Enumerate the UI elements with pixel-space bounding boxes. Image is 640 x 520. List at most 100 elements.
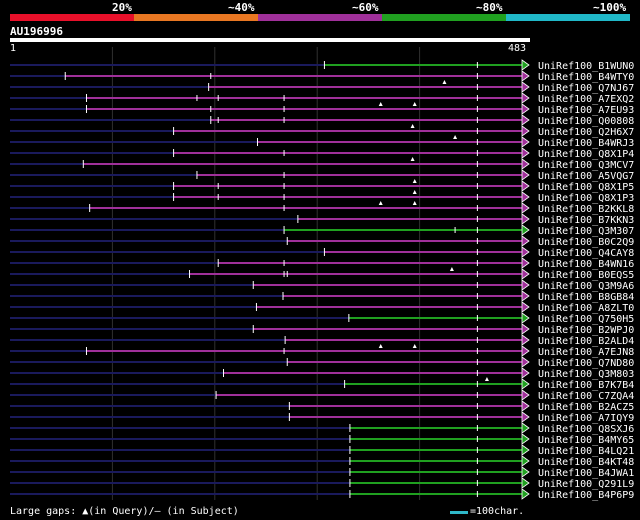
hit-label: UniRef100_B2ACZ5 xyxy=(538,402,634,413)
identity-scale-orange xyxy=(134,14,258,21)
hit-end-arrow xyxy=(521,378,530,390)
hit-label: UniRef100_A7EXQ2 xyxy=(538,94,634,105)
hit-label: UniRef100_B8GB84 xyxy=(538,292,634,303)
hit-end-arrow xyxy=(521,422,530,434)
scale-label: =100char. xyxy=(470,506,525,517)
hit-end-arrow xyxy=(521,290,530,302)
query-gap-marker xyxy=(410,124,415,128)
hit-label: UniRef100_Q7NJ67 xyxy=(538,83,634,94)
hit-label: UniRef100_Q291L9 xyxy=(538,479,634,490)
hit-label: UniRef100_B7KKN3 xyxy=(538,215,634,226)
hit-end-arrow xyxy=(521,411,530,423)
hit-end-arrow xyxy=(521,103,530,115)
gap-legend: Large gaps: ▲(in Query)/– (in Subject) xyxy=(10,506,239,517)
hit-end-arrow xyxy=(521,169,530,181)
query-gap-marker xyxy=(412,344,417,348)
query-start-label: 1 xyxy=(10,43,17,54)
hit-label: UniRef100_B4MY65 xyxy=(538,435,634,446)
identity-scale-cyan xyxy=(506,14,630,21)
scale-bar xyxy=(450,511,468,514)
hit-label: UniRef100_A5VQG7 xyxy=(538,171,634,182)
hit-end-arrow xyxy=(521,246,530,258)
hit-end-arrow xyxy=(521,345,530,357)
hit-label: UniRef100_B4LQ21 xyxy=(538,446,634,457)
hit-label: UniRef100_B2KKL8 xyxy=(538,204,634,215)
hit-label: UniRef100_Q3MCV7 xyxy=(538,160,634,171)
hit-end-arrow xyxy=(521,466,530,478)
hit-label: UniRef100_B2ALD4 xyxy=(538,336,634,347)
hit-end-arrow xyxy=(521,312,530,324)
threshold-80: ~80% xyxy=(476,1,503,14)
hit-end-arrow xyxy=(521,92,530,104)
hit-end-arrow xyxy=(521,389,530,401)
hit-label: UniRef100_B2WPJ0 xyxy=(538,325,634,336)
hit-label: UniRef100_B4P6P9 xyxy=(538,490,634,501)
hit-label: UniRef100_A7EJN8 xyxy=(538,347,634,358)
hit-label: UniRef100_Q8X1P5 xyxy=(538,182,634,193)
hit-end-arrow xyxy=(521,433,530,445)
query-gap-marker xyxy=(410,157,415,161)
hit-end-arrow xyxy=(521,279,530,291)
hit-end-arrow xyxy=(521,136,530,148)
hit-label: UniRef100_B7K7B4 xyxy=(538,380,634,391)
hit-label: UniRef100_Q8X1P3 xyxy=(538,193,634,204)
hit-label: UniRef100_A7IQY9 xyxy=(538,413,634,424)
query-gap-marker xyxy=(378,102,383,106)
hit-label: UniRef100_Q8SXJ6 xyxy=(538,424,634,435)
hit-end-arrow xyxy=(521,334,530,346)
hit-end-arrow xyxy=(521,323,530,335)
hit-end-arrow xyxy=(521,81,530,93)
hit-end-arrow xyxy=(521,356,530,368)
hit-end-arrow xyxy=(521,202,530,214)
hit-label: UniRef100_Q3M9A6 xyxy=(538,281,634,292)
hit-end-arrow xyxy=(521,158,530,170)
hit-end-arrow xyxy=(521,125,530,137)
hit-label: UniRef100_B4WRJ3 xyxy=(538,138,634,149)
hit-label: UniRef100_Q4CAY8 xyxy=(538,248,634,259)
hit-end-arrow xyxy=(521,235,530,247)
query-gap-marker xyxy=(453,135,458,139)
hit-label: UniRef100_B4KT48 xyxy=(538,457,634,468)
hit-label: UniRef100_Q7ND80 xyxy=(538,358,634,369)
query-gap-marker xyxy=(378,201,383,205)
hit-label: UniRef100_B1WUN0 xyxy=(538,61,634,72)
hit-label: UniRef100_A7EU93 xyxy=(538,105,634,116)
hit-label: UniRef100_B4WN16 xyxy=(538,259,634,270)
hit-label: UniRef100_Q750H5 xyxy=(538,314,634,325)
query-gap-marker xyxy=(442,80,447,84)
hit-label: UniRef100_Q2H6X7 xyxy=(538,127,634,138)
hit-label: UniRef100_Q3M803 xyxy=(538,369,634,380)
hit-label: UniRef100_B0EQS5 xyxy=(538,270,634,281)
hit-end-arrow xyxy=(521,444,530,456)
threshold-40: ~40% xyxy=(228,1,255,14)
query-gap-marker xyxy=(484,377,489,381)
hit-end-arrow xyxy=(521,257,530,269)
hit-end-arrow xyxy=(521,477,530,489)
hit-label: UniRef100_Q8X1P4 xyxy=(538,149,634,160)
hit-end-arrow xyxy=(521,268,530,280)
threshold-60: ~60% xyxy=(352,1,379,14)
identity-scale-magenta xyxy=(258,14,382,21)
hit-end-arrow xyxy=(521,147,530,159)
identity-scale-green xyxy=(382,14,506,21)
query-gap-marker xyxy=(412,190,417,194)
hit-end-arrow xyxy=(521,224,530,236)
hit-end-arrow xyxy=(521,191,530,203)
query-gap-marker xyxy=(378,344,383,348)
hit-end-arrow xyxy=(521,455,530,467)
query-id: AU196996 xyxy=(10,25,63,38)
query-bar xyxy=(10,38,530,42)
hit-end-arrow xyxy=(521,70,530,82)
hit-end-arrow xyxy=(521,488,530,500)
hit-label: UniRef100_B4JWA1 xyxy=(538,468,634,479)
threshold-20: 20% xyxy=(112,1,132,14)
identity-scale-red xyxy=(10,14,134,21)
query-gap-marker xyxy=(412,201,417,205)
hit-end-arrow xyxy=(521,180,530,192)
hit-end-arrow xyxy=(521,301,530,313)
hit-label: UniRef100_Q3M307 xyxy=(538,226,634,237)
hit-label: UniRef100_B0C2Q9 xyxy=(538,237,634,248)
hit-label: UniRef100_C7ZQA4 xyxy=(538,391,634,402)
threshold-100: ~100% xyxy=(593,1,627,14)
